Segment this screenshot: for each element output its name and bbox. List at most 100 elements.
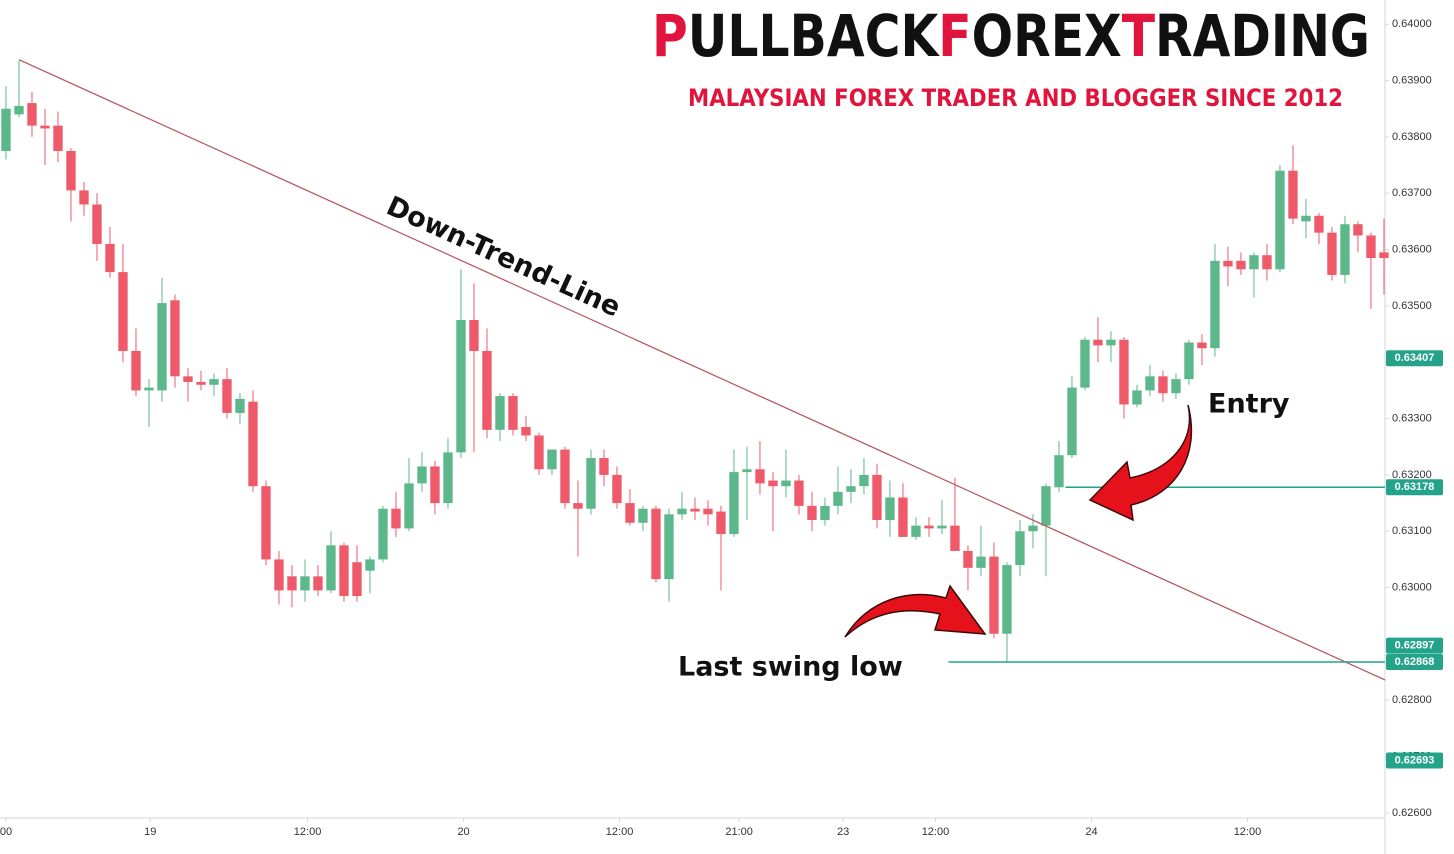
candle-body	[430, 466, 440, 504]
candle-body	[794, 480, 804, 506]
candle-body	[1158, 376, 1168, 394]
candle-body	[1132, 390, 1142, 405]
candle-body	[625, 503, 635, 523]
candle-body	[196, 381, 206, 385]
candle-body	[937, 525, 947, 529]
candle-body	[27, 103, 37, 126]
y-tick-label: 0.63900	[1392, 74, 1432, 86]
logo-part: T	[1122, 2, 1156, 70]
y-tick-label: 0.63500	[1392, 300, 1432, 312]
candle-body	[885, 497, 895, 520]
candle-body	[508, 396, 518, 430]
candle-body	[1301, 215, 1311, 222]
x-tick-label: 19	[144, 826, 156, 838]
candle-body	[482, 350, 492, 430]
candle-body	[560, 449, 570, 504]
candle-body	[677, 508, 687, 515]
candle-body	[1, 108, 11, 151]
y-tick-label: 0.63700	[1392, 187, 1432, 199]
candle-body	[131, 350, 141, 391]
x-tick-label: 12:00	[606, 826, 634, 838]
candle-body	[79, 190, 89, 205]
candle-body	[352, 562, 362, 597]
price-label-box	[1386, 653, 1443, 670]
candle-body	[807, 505, 817, 520]
candle-body	[274, 559, 284, 591]
candle-body	[495, 396, 505, 430]
entry-label: Entry	[1208, 389, 1290, 420]
candle-body	[1275, 170, 1285, 270]
price-label-box	[1386, 637, 1443, 654]
x-tick-label: 12:00	[1234, 826, 1262, 838]
candle-body	[1015, 531, 1025, 566]
candle-body	[92, 204, 102, 244]
candle-body	[1028, 525, 1038, 532]
candle-body	[118, 272, 128, 351]
candle-body	[651, 508, 661, 580]
logo-part: RADING	[1155, 2, 1370, 70]
candle-body	[846, 486, 856, 492]
candle-body	[755, 469, 765, 484]
y-tick-label: 0.64000	[1392, 18, 1432, 30]
candle-body	[404, 483, 414, 529]
candle-body	[222, 379, 232, 413]
x-tick-label: 12:00	[294, 826, 322, 838]
candle-body	[456, 319, 466, 453]
x-tick-label: 21:00	[725, 826, 753, 838]
x-tick-label: 23	[837, 826, 849, 838]
candle-body	[547, 449, 557, 470]
candle-body	[209, 379, 219, 385]
candle-body	[40, 125, 50, 129]
candle-body	[989, 556, 999, 634]
candle-body	[1223, 260, 1233, 267]
candle-body	[144, 387, 154, 391]
candle-body	[1119, 339, 1129, 405]
candle-body	[469, 319, 479, 351]
candle-body	[1041, 486, 1051, 526]
candle-body	[339, 545, 349, 597]
candle-body	[14, 105, 24, 115]
candle-body	[443, 452, 453, 504]
price-label: 0.62897	[1395, 640, 1435, 652]
candle-body	[599, 458, 609, 475]
price-label: 0.62693	[1395, 754, 1435, 766]
candle-body	[898, 497, 908, 537]
logo-part: F	[938, 2, 971, 70]
candle-body	[1379, 252, 1389, 259]
logo-part: ULLBACK	[688, 2, 940, 70]
price-label: 0.63407	[1395, 352, 1435, 364]
candle-body	[833, 491, 843, 506]
candle-body	[53, 125, 63, 151]
candle-body	[365, 559, 375, 571]
candle-body	[573, 503, 583, 509]
candle-body	[183, 376, 193, 382]
candle-body	[742, 469, 752, 473]
candle-body	[1171, 379, 1181, 394]
candle-body	[391, 508, 401, 529]
x-tick-label: 00	[0, 826, 12, 838]
y-tick-label: 0.63100	[1392, 525, 1432, 537]
y-tick-label: 0.62600	[1392, 807, 1432, 819]
candle-body	[1145, 376, 1155, 391]
y-tick-label: 0.63600	[1392, 243, 1432, 255]
y-tick-label: 0.62800	[1392, 694, 1432, 706]
candle-body	[963, 550, 973, 568]
y-tick-label: 0.63200	[1392, 469, 1432, 481]
candle-body	[1002, 565, 1012, 634]
y-tick-label: 0.63800	[1392, 131, 1432, 143]
candle-body	[612, 474, 622, 504]
candle-body	[768, 480, 778, 487]
candle-body	[1288, 170, 1298, 219]
candle-body	[820, 505, 830, 520]
candle-body	[1262, 255, 1272, 270]
candle-body	[287, 576, 297, 591]
logo-part: OREX	[972, 2, 1122, 70]
candle-body	[976, 556, 986, 568]
candle-body	[235, 398, 245, 413]
candle-body	[1184, 342, 1194, 380]
candle-body	[716, 511, 726, 535]
candle-body	[1093, 339, 1103, 346]
candle-body	[1197, 342, 1207, 349]
price-label: 0.63178	[1395, 481, 1435, 493]
